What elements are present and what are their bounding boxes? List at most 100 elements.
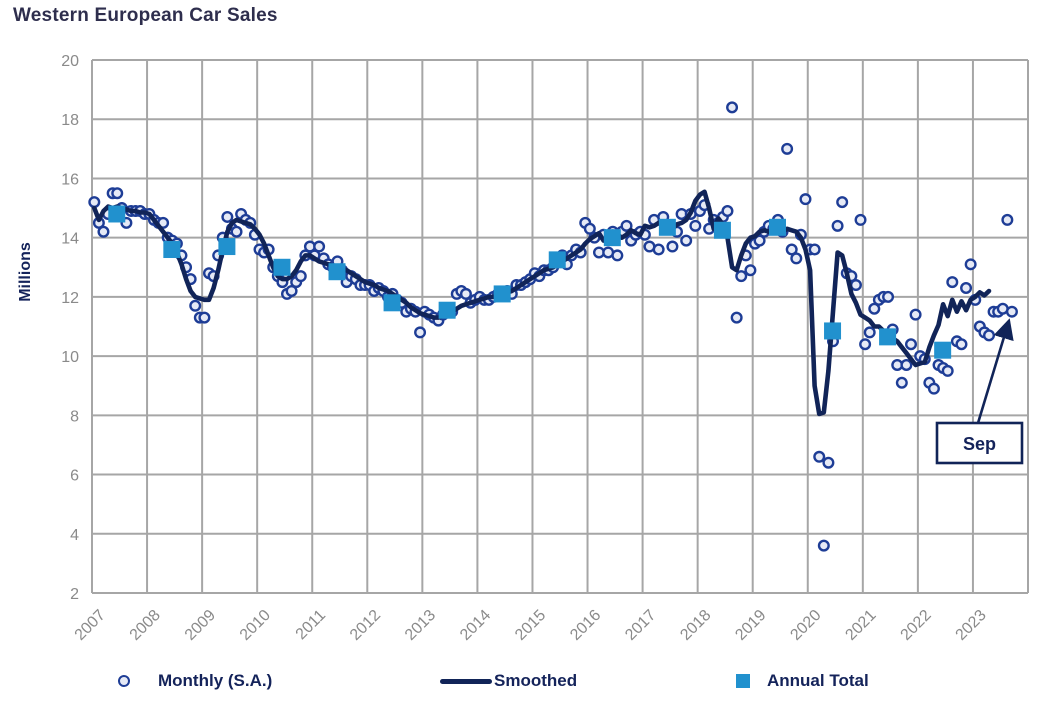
x-tick-label: 2007 xyxy=(72,607,109,644)
monthly-point xyxy=(785,243,798,256)
monthly-point xyxy=(88,196,101,209)
monthly-point xyxy=(313,240,326,253)
monthly-point xyxy=(726,101,739,114)
monthly-point xyxy=(983,329,996,342)
annual-total-point xyxy=(548,251,566,269)
x-tick-label: 2018 xyxy=(677,607,714,644)
y-tick-labels: 20 18 16 14 12 10 8 6 4 2 xyxy=(61,53,79,603)
x-tick-label: 2013 xyxy=(402,607,439,644)
monthly-point xyxy=(946,276,959,289)
monthly-point xyxy=(895,376,908,389)
monthly-point xyxy=(854,213,867,226)
monthly-point xyxy=(1001,213,1014,226)
monthly-point xyxy=(680,234,693,247)
x-tick-label: 2014 xyxy=(457,607,494,644)
monthly-point xyxy=(955,338,968,351)
x-tick-label: 2019 xyxy=(732,607,769,644)
x-tick-label: 2017 xyxy=(622,607,659,644)
sep-annotation: Sep xyxy=(935,318,1024,465)
annual-total-point xyxy=(163,241,181,259)
sep-annotation-box xyxy=(935,421,1024,465)
annual-total-point xyxy=(768,218,786,236)
monthly-point xyxy=(721,205,734,218)
monthly-point xyxy=(620,219,633,232)
x-tick-label: 2023 xyxy=(953,607,990,644)
monthly-point xyxy=(97,225,110,238)
annual-total-point xyxy=(824,322,842,340)
monthly-point xyxy=(799,193,812,206)
monthly-point xyxy=(294,270,307,283)
y-tick-label: 2 xyxy=(70,586,79,603)
gridlines xyxy=(91,59,1029,594)
monthly-point xyxy=(111,187,124,200)
monthly-point xyxy=(790,252,803,265)
monthly-point xyxy=(735,270,748,283)
annual-total-point xyxy=(879,328,897,346)
monthly-point xyxy=(230,225,243,238)
y-tick-label: 8 xyxy=(70,408,79,425)
sep-annotation-label: Sep xyxy=(963,434,996,454)
monthly-point xyxy=(666,240,679,253)
monthly-point xyxy=(459,287,472,300)
monthly-point xyxy=(813,450,826,463)
monthly-point xyxy=(198,311,211,324)
monthly-point xyxy=(611,249,624,262)
annual-total-point xyxy=(713,221,731,239)
chart-title: Western European Car Sales xyxy=(13,5,278,26)
y-tick-label: 16 xyxy=(61,171,79,188)
monthly-point xyxy=(285,284,298,297)
monthly-point xyxy=(960,282,973,295)
monthly-point xyxy=(863,326,876,339)
monthly-point xyxy=(583,222,596,235)
annual-total-point xyxy=(934,341,952,359)
annual-series xyxy=(108,205,952,359)
legend-label-annual: Annual Total xyxy=(767,671,869,690)
y-tick-label: 6 xyxy=(70,468,79,485)
monthly-point xyxy=(882,290,895,303)
y-tick-label: 14 xyxy=(61,231,79,248)
monthly-point xyxy=(781,142,794,155)
monthly-point xyxy=(652,243,665,256)
annual-total-point xyxy=(438,301,456,319)
annual-total-point xyxy=(658,218,676,236)
monthly-point xyxy=(822,456,835,469)
monthly-point xyxy=(221,210,234,223)
annual-total-point xyxy=(383,294,401,312)
y-tick-label: 18 xyxy=(61,112,79,129)
monthly-point xyxy=(836,196,849,209)
annual-total-point xyxy=(108,205,126,223)
annual-total-point xyxy=(273,258,291,276)
y-axis-title: Millions xyxy=(17,242,34,302)
x-tick-label: 2012 xyxy=(347,607,384,644)
smoothed-marker-icon xyxy=(440,678,492,684)
legend-item-monthly: Monthly (S.A.) xyxy=(118,666,272,696)
monthly-point xyxy=(905,338,918,351)
monthly-point xyxy=(414,326,427,339)
x-tick-label: 2009 xyxy=(182,607,219,644)
y-tick-label: 10 xyxy=(61,349,79,366)
monthly-marker-icon xyxy=(118,675,130,687)
legend-label-smoothed: Smoothed xyxy=(494,671,578,690)
monthly-point xyxy=(964,258,977,271)
monthly-point xyxy=(927,382,940,395)
x-tick-label: 2008 xyxy=(127,607,164,644)
y-tick-label: 12 xyxy=(61,290,79,307)
monthly-point xyxy=(730,311,743,324)
monthly-point xyxy=(859,338,872,351)
annual-total-point xyxy=(328,263,346,281)
x-tick-label: 2020 xyxy=(787,607,824,644)
monthly-point xyxy=(909,308,922,321)
monthly-point xyxy=(941,364,954,377)
monthly-point xyxy=(689,219,702,232)
x-tick-label: 2015 xyxy=(512,607,549,644)
legend-item-smoothed: Smoothed xyxy=(440,666,577,696)
annual-total-point xyxy=(218,238,236,256)
annual-total-point xyxy=(493,285,511,303)
legend-item-annual: Annual Total xyxy=(736,666,869,696)
x-tick-label: 2021 xyxy=(842,607,879,644)
monthly-point xyxy=(868,302,881,315)
monthly-point xyxy=(744,264,757,277)
x-tick-label: 2016 xyxy=(567,607,604,644)
